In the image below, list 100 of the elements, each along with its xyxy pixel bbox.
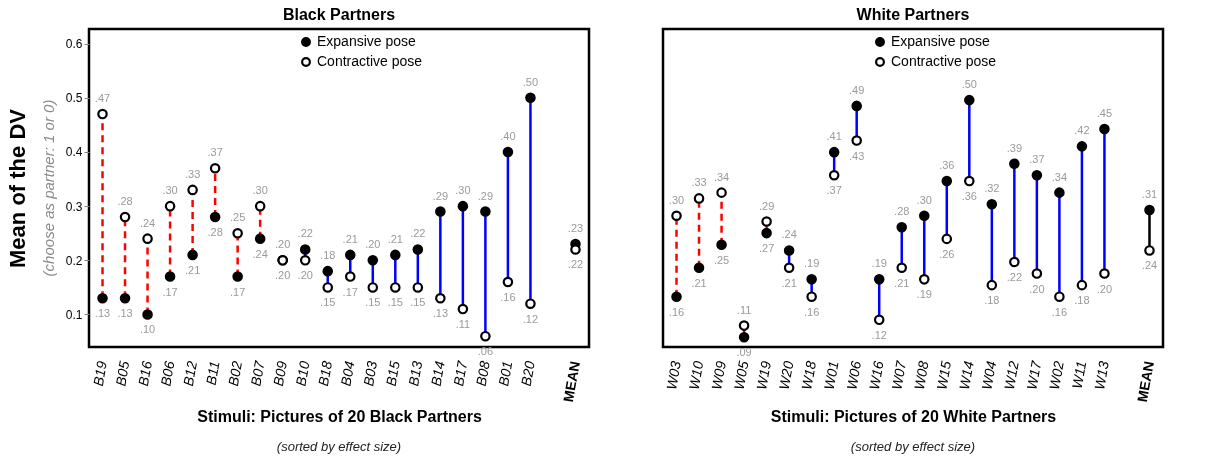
- x-tick-label: W12: [1000, 359, 1022, 392]
- x-tick-label: B18: [315, 359, 336, 388]
- data-label: .26: [939, 247, 955, 260]
- data-label: .23: [567, 222, 584, 235]
- y-axis-title: Mean of the DV: [4, 108, 30, 268]
- data-label: .31: [1141, 187, 1158, 200]
- data-label: .11: [455, 318, 471, 331]
- data-label: .34: [1051, 170, 1068, 183]
- y-tick-label: 0.2: [65, 253, 83, 268]
- x-tick-label: W04: [978, 359, 1000, 392]
- data-label: .45: [1096, 107, 1113, 120]
- data-label: .22: [567, 258, 584, 271]
- data-label: .13: [117, 307, 133, 320]
- data-label: .18: [984, 294, 1000, 307]
- data-label: .36: [961, 190, 977, 203]
- data-label: .20: [275, 269, 291, 282]
- data-label: .25: [230, 211, 246, 224]
- x-tick-label: B05: [112, 359, 133, 388]
- data-label: .42: [1074, 124, 1090, 137]
- x-tick-label: B06: [157, 359, 178, 388]
- data-label: .20: [1029, 282, 1045, 295]
- data-label: .20: [275, 238, 291, 251]
- data-label: .29: [432, 189, 448, 202]
- data-label: .21: [691, 276, 707, 289]
- x-tick-label: W03: [663, 359, 684, 392]
- data-label: .50: [961, 78, 977, 91]
- data-label: .33: [184, 167, 201, 180]
- y-tick-label: 0.5: [65, 91, 83, 106]
- data-label: .18: [320, 249, 336, 262]
- y-tick-label: 0.1: [65, 308, 83, 322]
- y-tick-label: 0.4: [65, 145, 83, 160]
- data-label: .12: [522, 312, 539, 325]
- data-label: .47: [94, 92, 111, 105]
- x-tick-label: W09: [708, 359, 729, 392]
- legend-label: Expansive pose: [317, 33, 417, 49]
- x-tick-label: B08: [472, 359, 493, 388]
- data-label: .21: [184, 263, 201, 276]
- x-tick-label: B09: [270, 359, 291, 388]
- x-tick-label: W08: [910, 359, 932, 392]
- x-tick-label: B20: [517, 359, 538, 388]
- legend-label: Expansive pose: [891, 33, 991, 49]
- data-label: .15: [365, 296, 381, 309]
- data-label: .29: [758, 199, 775, 212]
- data-label: .16: [804, 305, 820, 318]
- x-tick-label: B17: [450, 358, 471, 388]
- data-label: .24: [1141, 259, 1158, 272]
- data-label: .15: [387, 296, 403, 309]
- text: (sorted by effect size): [850, 439, 976, 454]
- data-label: .19: [804, 257, 820, 270]
- data-label: .39: [1006, 141, 1022, 154]
- data-label: .27: [758, 242, 775, 255]
- data-label: .17: [230, 285, 246, 298]
- text: (sorted by effect size): [276, 439, 402, 454]
- data-label: .43: [849, 149, 865, 162]
- data-label: .49: [849, 83, 865, 96]
- data-label: .30: [455, 184, 471, 197]
- text: (choose as partner: 1 or 0): [40, 99, 57, 277]
- data-label: .37: [826, 184, 842, 197]
- x-axis-title: Stimuli: Pictures of 20 Black Partners: [197, 408, 482, 426]
- x-tick-label: W20: [775, 359, 797, 392]
- data-label: .10: [139, 323, 156, 336]
- x-tick-label: B15: [382, 359, 403, 388]
- data-label: .19: [871, 257, 887, 270]
- data-label: .28: [117, 194, 133, 207]
- x-tick-label: W14: [955, 359, 977, 392]
- x-tick-label: B01: [495, 359, 516, 388]
- data-label: .21: [387, 232, 403, 245]
- x-axis-title: Stimuli: Pictures of 20 White Partners: [770, 408, 1057, 426]
- data-label: .30: [916, 193, 932, 206]
- x-tick-label: B02: [224, 359, 246, 388]
- data-label: .40: [500, 129, 516, 142]
- data-label: .32: [984, 182, 1000, 195]
- data-label: .18: [1074, 294, 1090, 307]
- x-tick-label: W18: [798, 359, 820, 392]
- x-tick-label: W17: [1023, 358, 1045, 392]
- data-label: .36: [939, 159, 955, 172]
- data-label: .41: [826, 130, 842, 143]
- x-tick-label: W13: [1091, 359, 1112, 392]
- data-label: .21: [781, 276, 797, 289]
- x-tick-label: B03: [360, 359, 381, 388]
- x-tick-label: B11: [202, 359, 223, 387]
- legend-label: Contractive pose: [891, 53, 997, 69]
- x-tick-label: B04: [337, 359, 358, 388]
- x-tick-label: B14: [427, 359, 448, 388]
- x-tick-label: B16: [134, 359, 155, 388]
- data-label: .11: [736, 303, 752, 316]
- data-label: .21: [342, 232, 358, 245]
- legend-label: Contractive pose: [317, 53, 423, 69]
- data-label: .28: [894, 205, 910, 218]
- data-label: .22: [1006, 271, 1022, 284]
- data-label: .29: [477, 189, 494, 202]
- data-label: .09: [736, 346, 752, 359]
- data-label: .20: [1096, 282, 1113, 295]
- x-tick-label: W10: [685, 359, 707, 392]
- data-label: .33: [691, 176, 707, 189]
- data-label: .13: [432, 307, 448, 320]
- data-label: .50: [522, 75, 539, 88]
- y-tick-label: 0.3: [65, 199, 83, 214]
- x-tick-label: B07: [247, 358, 268, 388]
- x-tick-label: W05: [730, 359, 752, 392]
